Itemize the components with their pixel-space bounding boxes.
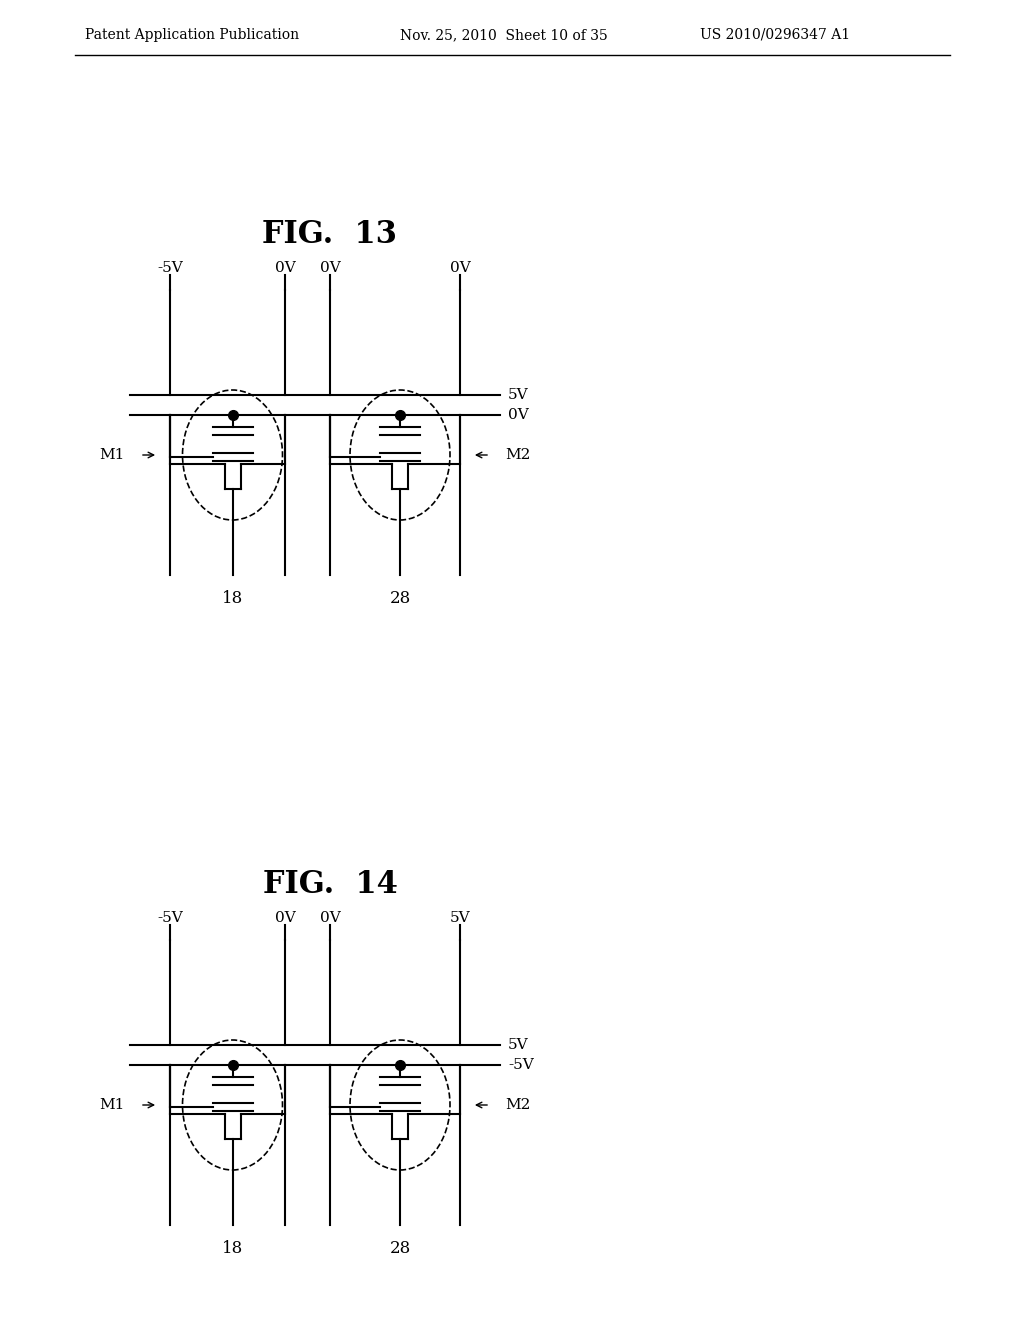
Text: M2: M2 [505, 447, 530, 462]
Text: 18: 18 [222, 590, 243, 607]
Text: 0V: 0V [274, 261, 295, 275]
Text: 0V: 0V [319, 261, 340, 275]
Text: US 2010/0296347 A1: US 2010/0296347 A1 [700, 28, 850, 42]
Text: 0V: 0V [274, 911, 295, 925]
Text: 28: 28 [389, 590, 411, 607]
Text: 5V: 5V [508, 388, 528, 403]
Text: 18: 18 [222, 1239, 243, 1257]
Text: 0V: 0V [508, 408, 528, 422]
Text: 0V: 0V [450, 261, 470, 275]
Text: 5V: 5V [508, 1038, 528, 1052]
Text: FIG.  13: FIG. 13 [262, 219, 397, 249]
Text: Patent Application Publication: Patent Application Publication [85, 28, 299, 42]
Text: M1: M1 [99, 447, 125, 462]
Text: M1: M1 [99, 1098, 125, 1111]
Text: M2: M2 [505, 1098, 530, 1111]
Text: 5V: 5V [450, 911, 470, 925]
Text: -5V: -5V [157, 911, 183, 925]
Text: -5V: -5V [508, 1059, 534, 1072]
Text: FIG.  14: FIG. 14 [262, 869, 397, 900]
Text: 0V: 0V [319, 911, 340, 925]
Text: Nov. 25, 2010  Sheet 10 of 35: Nov. 25, 2010 Sheet 10 of 35 [400, 28, 608, 42]
Text: -5V: -5V [157, 261, 183, 275]
Text: 28: 28 [389, 1239, 411, 1257]
